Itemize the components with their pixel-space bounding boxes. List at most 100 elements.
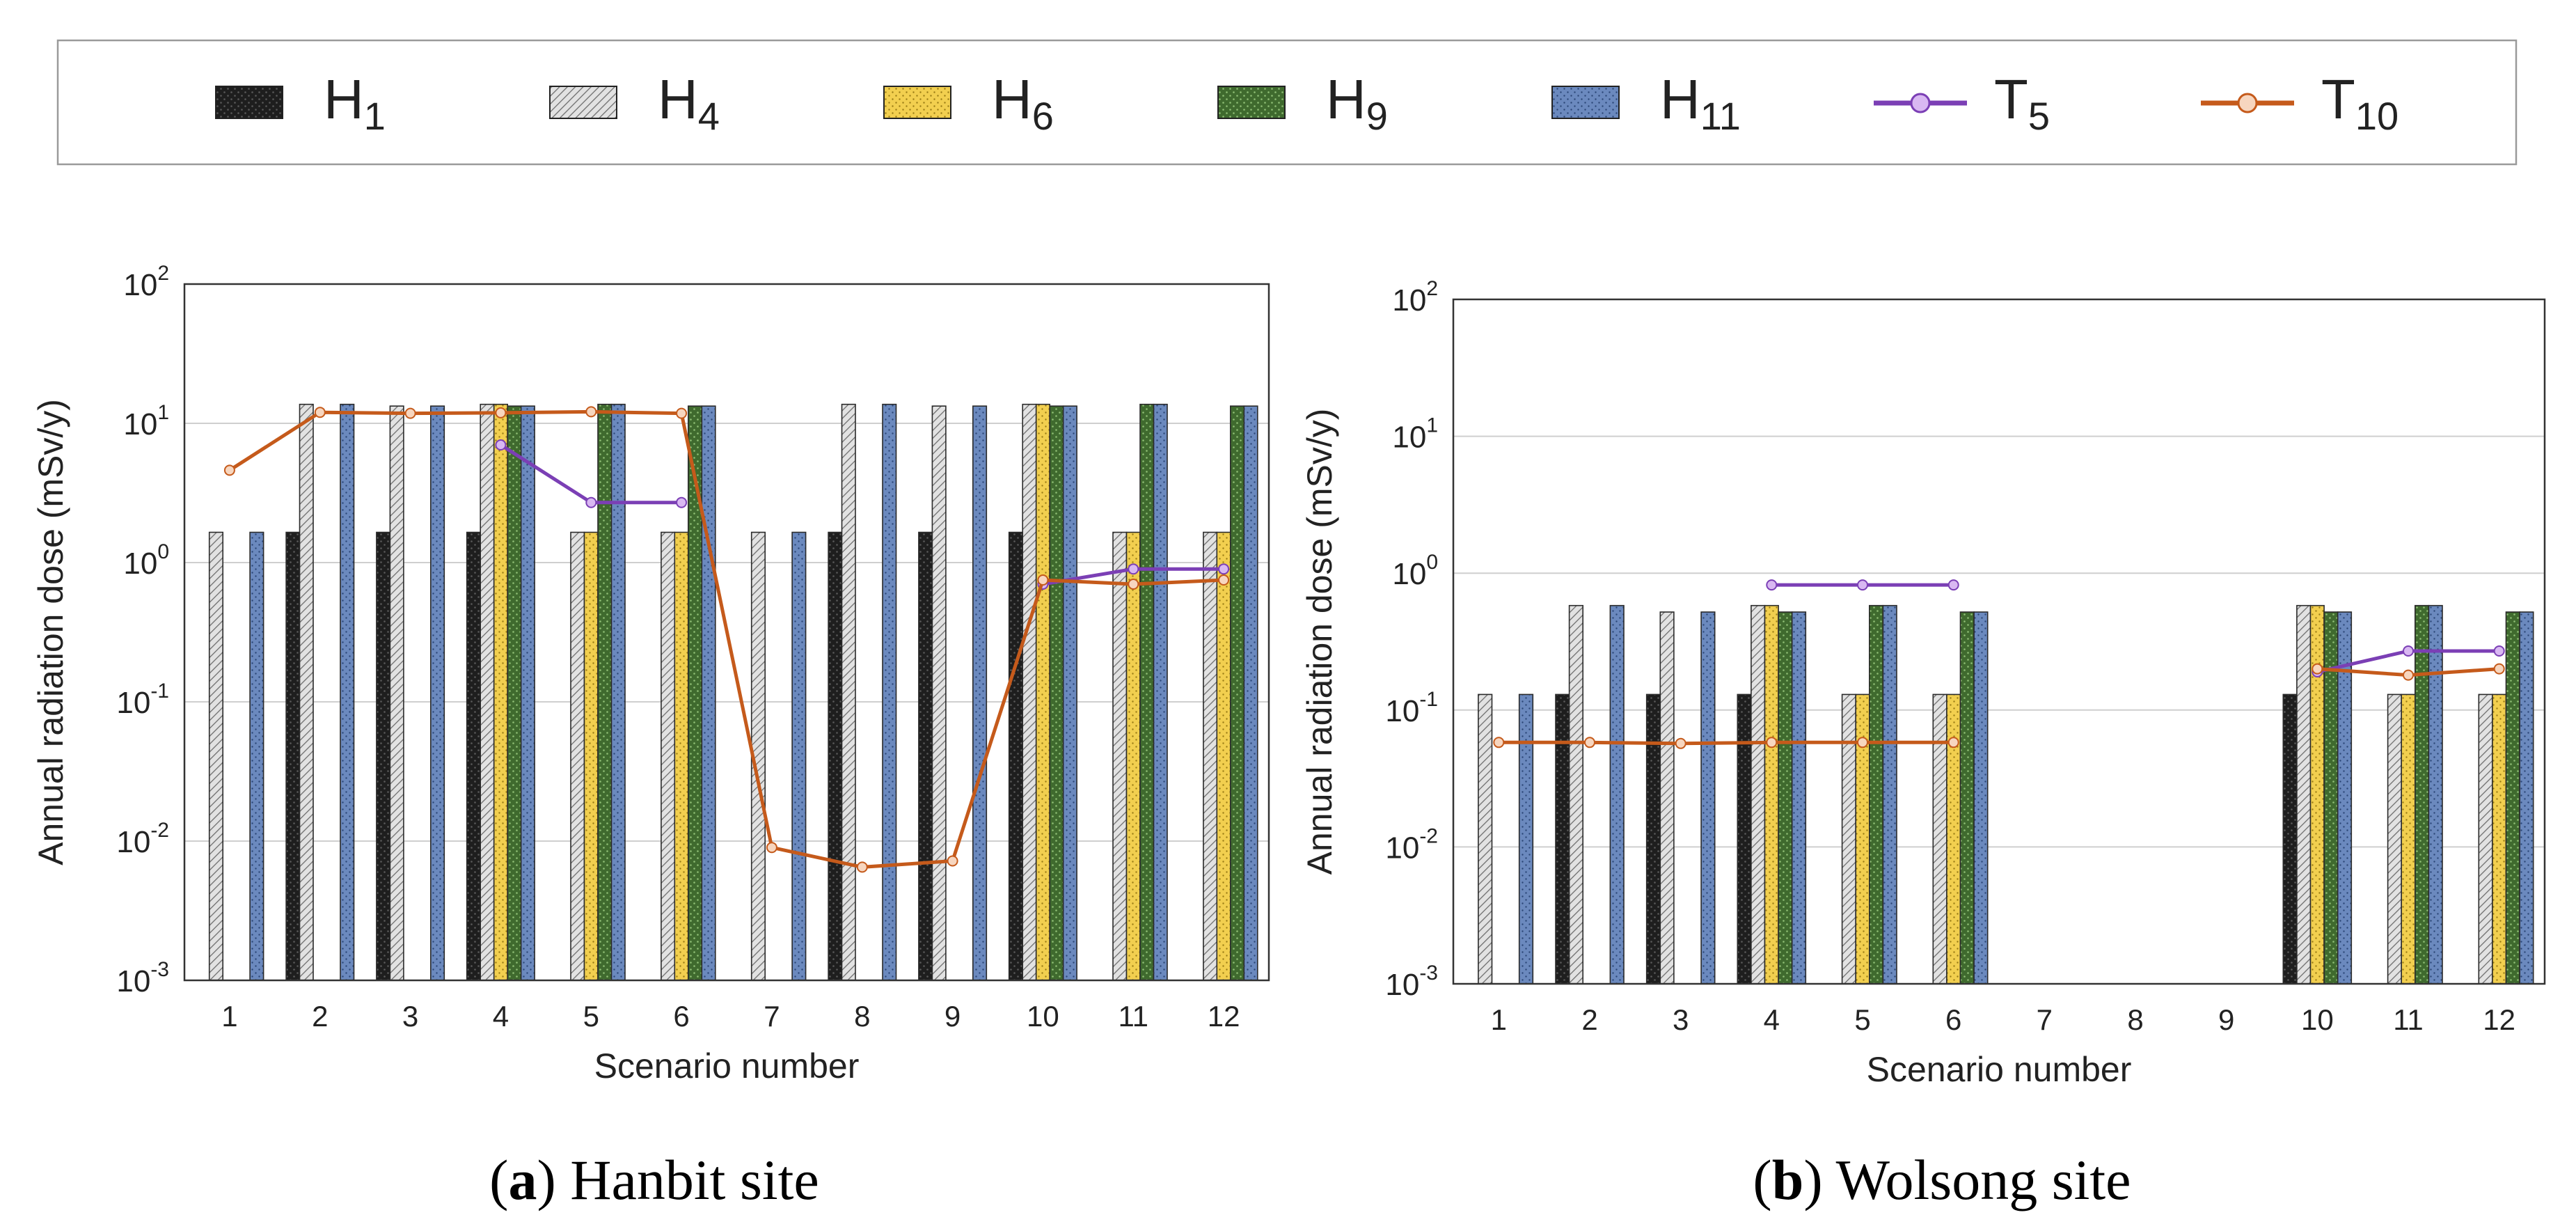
bar-h4-12 xyxy=(1203,531,1218,981)
caption-paren: ( xyxy=(1753,1148,1771,1212)
line-point-t10 xyxy=(1766,737,1778,748)
bar-h4-11 xyxy=(2387,693,2403,985)
y-tick-exponent: 0 xyxy=(157,540,169,563)
x-tick-label: 12 xyxy=(1208,1000,1240,1033)
caption-text: ) Hanbit site xyxy=(537,1148,819,1212)
line-point-t10 xyxy=(1857,737,1868,748)
bar-h9-6 xyxy=(1959,611,1975,985)
x-tick-label: 9 xyxy=(2218,1003,2234,1036)
y-tick-label: 101 xyxy=(1392,414,1438,455)
bar-h11-5 xyxy=(610,403,626,981)
bars xyxy=(1478,604,2534,985)
bars xyxy=(208,403,1258,981)
y-tick-label: 10-2 xyxy=(1385,824,1438,865)
y-tick-base: 10 xyxy=(1385,831,1419,865)
bar-h6-10 xyxy=(2309,604,2325,985)
y-tick-label: 100 xyxy=(1392,551,1438,591)
line-point-t10 xyxy=(314,407,326,418)
legend-label-letter: H xyxy=(992,68,1032,130)
bar-h6-10 xyxy=(1035,403,1050,981)
x-tick-label: 10 xyxy=(2301,1003,2334,1036)
bar-h1-8 xyxy=(828,531,843,981)
y-tick-base: 10 xyxy=(123,407,157,441)
line-point-t10 xyxy=(2403,669,2414,681)
legend-label-subscript: 1 xyxy=(364,94,386,138)
line-point-t10 xyxy=(1037,574,1049,586)
plot-area xyxy=(1453,299,2545,984)
legend-item-h4: H4 xyxy=(549,68,720,138)
y-tick-exponent: -3 xyxy=(1419,962,1438,985)
caption-letter: a xyxy=(508,1148,537,1212)
y-tick-label: 10-3 xyxy=(1385,962,1438,1002)
bar-h4-5 xyxy=(570,531,585,981)
panel-caption: (b) Wolsong site xyxy=(1753,1148,2131,1212)
line-point-t5 xyxy=(2403,645,2414,657)
y-tick-exponent: 1 xyxy=(1426,414,1438,437)
legend-label-letter: T xyxy=(2321,68,2355,130)
bar-h4-3 xyxy=(389,405,404,981)
legend-item-t10: T10 xyxy=(2201,68,2399,138)
y-tick-exponent: 2 xyxy=(1426,277,1438,300)
y-tick-exponent: -1 xyxy=(150,680,169,703)
bar-h9-6 xyxy=(687,405,703,981)
bar-h9-5 xyxy=(1869,604,1884,985)
line-point-t10 xyxy=(495,407,507,418)
bar-h11-2 xyxy=(340,403,355,981)
legend-label-letter: H xyxy=(324,68,364,130)
y-tick-base: 10 xyxy=(116,825,150,859)
x-tick-label: 5 xyxy=(1854,1003,1870,1036)
line-point-t5 xyxy=(1128,563,1139,575)
x-tick-label: 5 xyxy=(583,1000,599,1033)
bar-h4-10 xyxy=(2296,604,2312,985)
x-tick-label: 8 xyxy=(854,1000,870,1033)
bar-h11-12 xyxy=(1243,405,1258,981)
line-point-t10 xyxy=(223,464,235,476)
line-point-t10 xyxy=(766,842,777,854)
legend-label-h11: H11 xyxy=(1660,68,1741,138)
x-tick-label: 11 xyxy=(1118,1000,1148,1033)
bar-h11-4 xyxy=(1791,611,1807,985)
y-tick-label: 100 xyxy=(123,540,169,581)
legend-label-subscript: 4 xyxy=(698,94,720,138)
legend-label-subscript: 9 xyxy=(1366,94,1388,138)
y-tick-base: 10 xyxy=(123,268,157,302)
bar-h6-6 xyxy=(674,531,689,981)
bar-h11-6 xyxy=(701,405,716,981)
bar-h4-2 xyxy=(1568,604,1584,985)
line-point-t10 xyxy=(1128,579,1139,590)
line-point-t10 xyxy=(1218,574,1230,586)
series-line-t10 xyxy=(1493,663,2505,749)
y-tick-base: 10 xyxy=(116,686,150,720)
series-line-t5 xyxy=(495,439,1230,590)
bar-h9-4 xyxy=(507,405,522,981)
bar-h11-11 xyxy=(2428,604,2443,985)
x-tick-label: 1 xyxy=(221,1000,237,1033)
legend-swatch-h11 xyxy=(1551,86,1620,119)
bar-h4-12 xyxy=(2478,693,2493,985)
legend-swatch-h4 xyxy=(549,86,617,119)
bar-h4-6 xyxy=(1932,693,1947,985)
bar-h11-12 xyxy=(2519,611,2534,985)
bar-h6-11 xyxy=(2401,693,2416,985)
bar-h11-9 xyxy=(972,405,988,981)
legend-label-h1: H1 xyxy=(324,68,386,138)
caption-text: ) Wolsong site xyxy=(1803,1148,2131,1212)
bar-h4-4 xyxy=(480,403,495,981)
bar-h4-2 xyxy=(299,403,314,981)
y-tick-exponent: 1 xyxy=(157,401,169,424)
bar-h6-5 xyxy=(583,531,599,981)
bar-h4-1 xyxy=(208,531,224,981)
caption-letter: b xyxy=(1772,1148,1804,1212)
bar-h1-3 xyxy=(1645,693,1661,985)
y-tick-label: 10-1 xyxy=(1385,688,1438,728)
y-tick-label: 10-1 xyxy=(116,680,169,720)
y-axis-label: Annual radiation dose (mSv/y) xyxy=(1300,409,1339,875)
y-tick-exponent: 0 xyxy=(1426,551,1438,574)
y-tick-label: 10-3 xyxy=(116,958,169,998)
y-tick-exponent: -1 xyxy=(1419,688,1438,711)
bar-h9-11 xyxy=(2415,604,2430,985)
line-point-t5 xyxy=(1857,579,1868,591)
x-tick-label: 4 xyxy=(1764,1003,1780,1036)
bar-h1-10 xyxy=(1008,531,1023,981)
bar-h11-1 xyxy=(249,531,264,981)
